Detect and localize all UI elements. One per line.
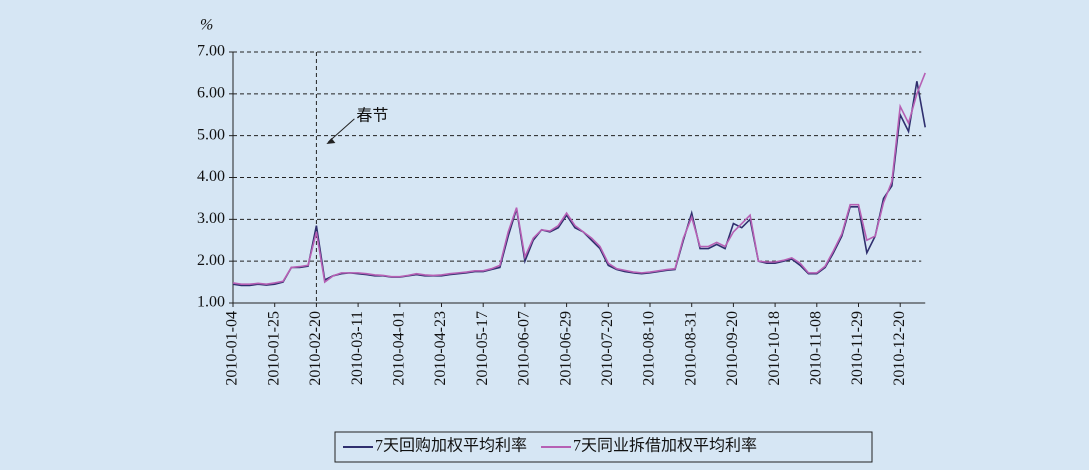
y-tick-label: 5.00 bbox=[197, 126, 225, 143]
y-tick-label: 4.00 bbox=[197, 168, 225, 185]
x-tick-label: 2010-10-18 bbox=[766, 311, 783, 386]
y-unit: % bbox=[200, 17, 213, 34]
x-tick-label: 2010-03-11 bbox=[349, 311, 366, 385]
x-tick-label: 2010-08-10 bbox=[641, 311, 658, 386]
x-tick-label: 2010-04-23 bbox=[432, 311, 449, 386]
x-tick-label: 2010-11-29 bbox=[849, 311, 866, 385]
annotation-text: 春节 bbox=[356, 107, 388, 125]
x-tick-label: 2010-06-07 bbox=[516, 311, 533, 386]
y-tick-label: 1.00 bbox=[197, 294, 225, 311]
annotation-arrow bbox=[328, 118, 355, 143]
annotation-arrowhead bbox=[326, 138, 336, 145]
legend-box bbox=[334, 431, 873, 463]
x-tick-label: 2010-08-31 bbox=[682, 311, 699, 386]
y-tick-label: 6.00 bbox=[197, 85, 225, 102]
series-line bbox=[232, 72, 926, 285]
y-tick-label: 2.00 bbox=[197, 252, 225, 269]
x-tick-label: 2010-12-20 bbox=[891, 311, 908, 386]
x-tick-label: 2010-06-29 bbox=[557, 311, 574, 386]
x-tick-label: 2010-07-20 bbox=[599, 311, 616, 386]
x-tick-label: 2010-01-04 bbox=[224, 311, 241, 386]
x-tick-label: 2010-09-20 bbox=[724, 311, 741, 386]
legend-label: 7天同业拆借加权平均利率 bbox=[573, 437, 757, 455]
x-tick-label: 2010-02-20 bbox=[307, 311, 324, 386]
x-tick-label: 2010-01-25 bbox=[265, 311, 282, 386]
y-tick-label: 3.00 bbox=[197, 210, 225, 227]
legend-label: 7天回购加权平均利率 bbox=[375, 437, 527, 455]
x-tick-label: 2010-04-01 bbox=[390, 311, 407, 386]
y-tick-label: 7.00 bbox=[197, 43, 225, 60]
x-tick-label: 2010-05-17 bbox=[474, 311, 491, 386]
x-tick-label: 2010-11-08 bbox=[807, 311, 824, 385]
